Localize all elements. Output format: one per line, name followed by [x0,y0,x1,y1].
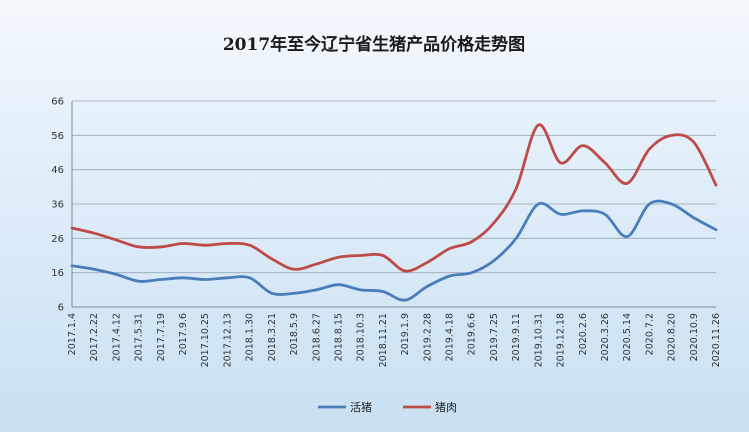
x-tick-label: 2018.8.15 [333,313,344,361]
x-tick-label: 2017.9.6 [178,313,189,355]
x-tick-label: 2019.7.25 [489,313,500,361]
legend-label: 猪肉 [435,401,457,414]
x-tick-label: 2017.10.25 [200,313,211,367]
chart-title: 2017年至今辽宁省生猪产品价格走势图 [223,34,525,55]
x-tick-label: 2017.1.4 [67,313,78,355]
x-tick-label: 2019.6.6 [467,313,478,355]
x-tick-label: 2020.10.9 [689,313,700,361]
x-tick-label: 2019.2.28 [422,313,433,361]
x-tick-label: 2018.11.21 [378,313,389,367]
x-tick-label: 2020.7.2 [644,313,655,355]
y-tick-label: 16 [51,268,64,279]
x-tick-label: 2020.11.26 [711,313,722,367]
x-tick-label: 2018.3.21 [267,313,278,361]
x-tick-label: 2019.12.18 [556,313,567,367]
x-tick-label: 2017.2.22 [89,313,100,361]
x-tick-label: 2018.6.27 [311,313,322,361]
x-tick-label: 2017.5.31 [134,313,145,361]
x-tick-label: 2018.5.9 [289,313,300,355]
series-lines [70,123,718,302]
y-tick-label: 66 [51,97,64,108]
legend: 活猪 猪肉 [318,401,457,414]
x-tick-label: 2019.10.31 [533,313,544,367]
x-tick-label: 2020.8.20 [667,313,678,361]
y-tick-label: 26 [51,234,64,245]
grid-lines [72,100,716,308]
x-tick-label: 2018.10.3 [356,313,367,361]
y-tick-label: 36 [51,200,64,211]
x-axis-ticks: 2017.1.4 2017.2.22 2017.4.12 2017.5.31 2017.… [67,313,722,367]
x-tick-label: 2020.5.14 [622,313,633,361]
series-line-live-hog [70,199,718,302]
y-tick-label: 6 [58,303,64,314]
x-tick-label: 2019.9.11 [511,313,522,361]
x-tick-label: 2019.1.9 [400,313,411,355]
x-tick-label: 2020.2.6 [578,313,589,355]
legend-label: 活猪 [350,401,372,414]
y-axis-ticks: 6 16 26 36 46 56 66 [51,97,64,314]
y-tick-label: 56 [51,131,64,142]
x-tick-label: 2017.4.12 [111,313,122,361]
x-tick-label: 2017.12.13 [222,313,233,367]
y-tick-label: 46 [51,165,64,176]
axes [71,101,716,308]
x-tick-label: 2020.3.26 [600,313,611,361]
x-tick-label: 2017.7.19 [156,313,167,361]
series-line-pork [70,123,718,273]
x-tick-label: 2018.1.30 [245,313,256,361]
x-tick-label: 2019.4.18 [445,313,456,361]
